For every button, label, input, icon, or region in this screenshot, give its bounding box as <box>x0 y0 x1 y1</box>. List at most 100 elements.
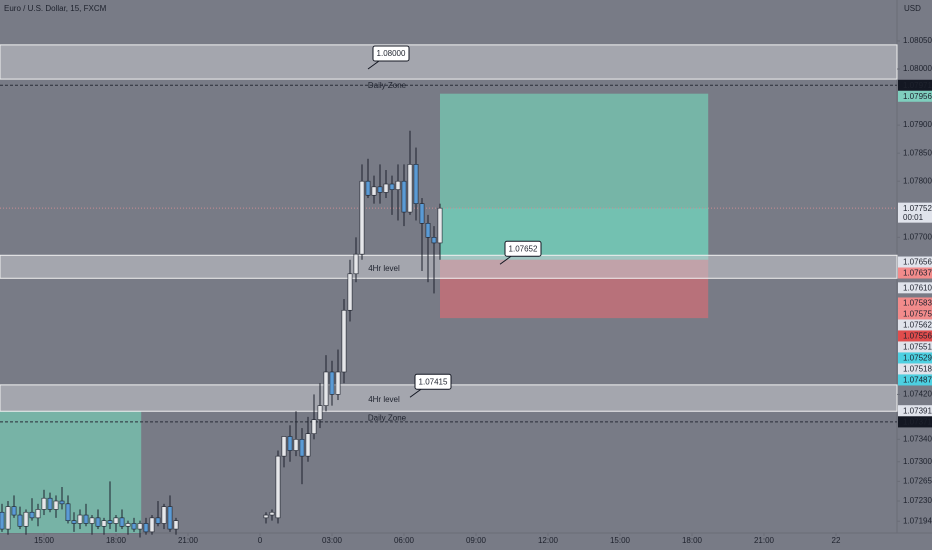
callout-box <box>414 373 452 390</box>
candle-body <box>353 253 359 275</box>
y-tick-label: 1.07420 <box>903 390 932 399</box>
candle-body <box>275 455 281 519</box>
y-tick-label: 1.07194 <box>903 516 932 525</box>
candle-body <box>173 520 179 530</box>
candle-body <box>365 180 371 196</box>
callout-pointer <box>499 255 512 265</box>
price-tag-label: 1.07971 <box>903 81 932 90</box>
candle-body <box>341 309 347 373</box>
price-tag <box>898 297 932 309</box>
candle-body <box>65 503 71 521</box>
price-tag-label: 1.07529 <box>903 354 932 363</box>
candle-body <box>113 517 119 524</box>
candle-body <box>431 237 437 244</box>
profit-area <box>439 208 709 260</box>
zone-label: 4Hr level <box>368 264 400 273</box>
candle-body <box>413 164 419 204</box>
price-tag-label: 1.07556 <box>903 332 932 341</box>
price-tag <box>898 352 932 364</box>
x-tick-label: 06:00 <box>394 536 415 545</box>
price-tag <box>898 90 932 102</box>
y-tick-label: 1.08000 <box>903 64 932 73</box>
candle-body <box>377 186 383 193</box>
price-tag-label: 1.07487 <box>903 376 932 385</box>
price-tag-label: 1.07637 <box>903 269 932 278</box>
price-tag <box>898 319 932 331</box>
candle-body <box>89 517 95 524</box>
x-tick-label: 22 <box>832 536 841 545</box>
candle-body <box>155 517 161 524</box>
price-tag <box>898 341 932 353</box>
price-tag <box>898 256 932 268</box>
candle-body <box>395 180 401 190</box>
candle-body <box>305 433 311 457</box>
shaded-region <box>0 411 142 533</box>
candle-body <box>329 371 335 395</box>
price-tag <box>898 416 932 428</box>
callout-box <box>372 45 410 62</box>
price-tag <box>898 308 932 320</box>
price-tag <box>898 267 932 279</box>
price-tag <box>898 202 932 223</box>
x-tick-label: 18:00 <box>106 536 127 545</box>
candle-body <box>5 506 11 530</box>
price-tag <box>898 282 932 294</box>
candle-body <box>311 419 317 434</box>
candle-body <box>17 514 23 527</box>
y-tick-label: 1.07850 <box>903 148 932 157</box>
y-tick-label: 1.07300 <box>903 457 932 466</box>
price-tag <box>898 79 932 91</box>
callout-pointer <box>367 60 380 70</box>
price-tag-label: 1.07583 <box>903 299 932 308</box>
price-tag <box>898 374 932 386</box>
candle-body <box>299 439 305 457</box>
candle-body <box>41 497 47 510</box>
candle-body <box>95 517 101 527</box>
candle-body <box>161 506 167 524</box>
candle-body <box>419 203 425 224</box>
candle-body <box>371 186 377 196</box>
x-tick-label: 09:00 <box>466 536 487 545</box>
y-tick-label: 1.07700 <box>903 232 932 241</box>
callout-label: 1.07652 <box>509 244 538 253</box>
x-tick-label: 21:00 <box>754 536 775 545</box>
candle-body <box>317 405 323 420</box>
price-tag-label: 1.07391 <box>903 406 932 415</box>
candle-body <box>131 523 137 530</box>
candle-body <box>35 509 41 519</box>
callout-pointer <box>409 388 422 398</box>
callout-label: 1.07415 <box>419 377 448 386</box>
y-tick-label: 1.07800 <box>903 176 932 185</box>
candle-body <box>389 183 395 190</box>
candle-body <box>77 514 83 524</box>
x-tick-label: 18:00 <box>682 536 703 545</box>
candle-body <box>107 520 113 524</box>
y-tick-label: 1.07340 <box>903 434 932 443</box>
chart-title[interactable]: Euro / U.S. Dollar, 15, FXCM <box>4 4 107 13</box>
price-tag-sublabel: 00:01 <box>903 213 924 222</box>
candle-body <box>119 517 125 527</box>
x-tick-label: 12:00 <box>538 536 559 545</box>
price-tag <box>898 330 932 342</box>
candle-body <box>167 506 173 530</box>
candle-body <box>269 511 275 516</box>
candle-body <box>383 183 389 193</box>
candle-body <box>287 436 293 451</box>
candle-body <box>293 439 299 451</box>
y-tick-label: 1.08050 <box>903 36 932 45</box>
candle-body <box>323 371 329 406</box>
price-tag-label: 1.07551 <box>903 343 932 352</box>
candle-body <box>29 511 35 519</box>
price-tag-label: 1.07371 <box>903 418 932 427</box>
price-tag-label: 1.07610 <box>903 283 932 292</box>
candle-body <box>101 520 107 527</box>
candle-body <box>401 180 407 213</box>
x-tick-label: 0 <box>258 536 263 545</box>
candle-body <box>281 436 287 457</box>
candle-body <box>149 517 155 533</box>
candle-body <box>137 523 143 530</box>
currency-label: USD <box>904 4 921 13</box>
candle-body <box>437 207 443 244</box>
